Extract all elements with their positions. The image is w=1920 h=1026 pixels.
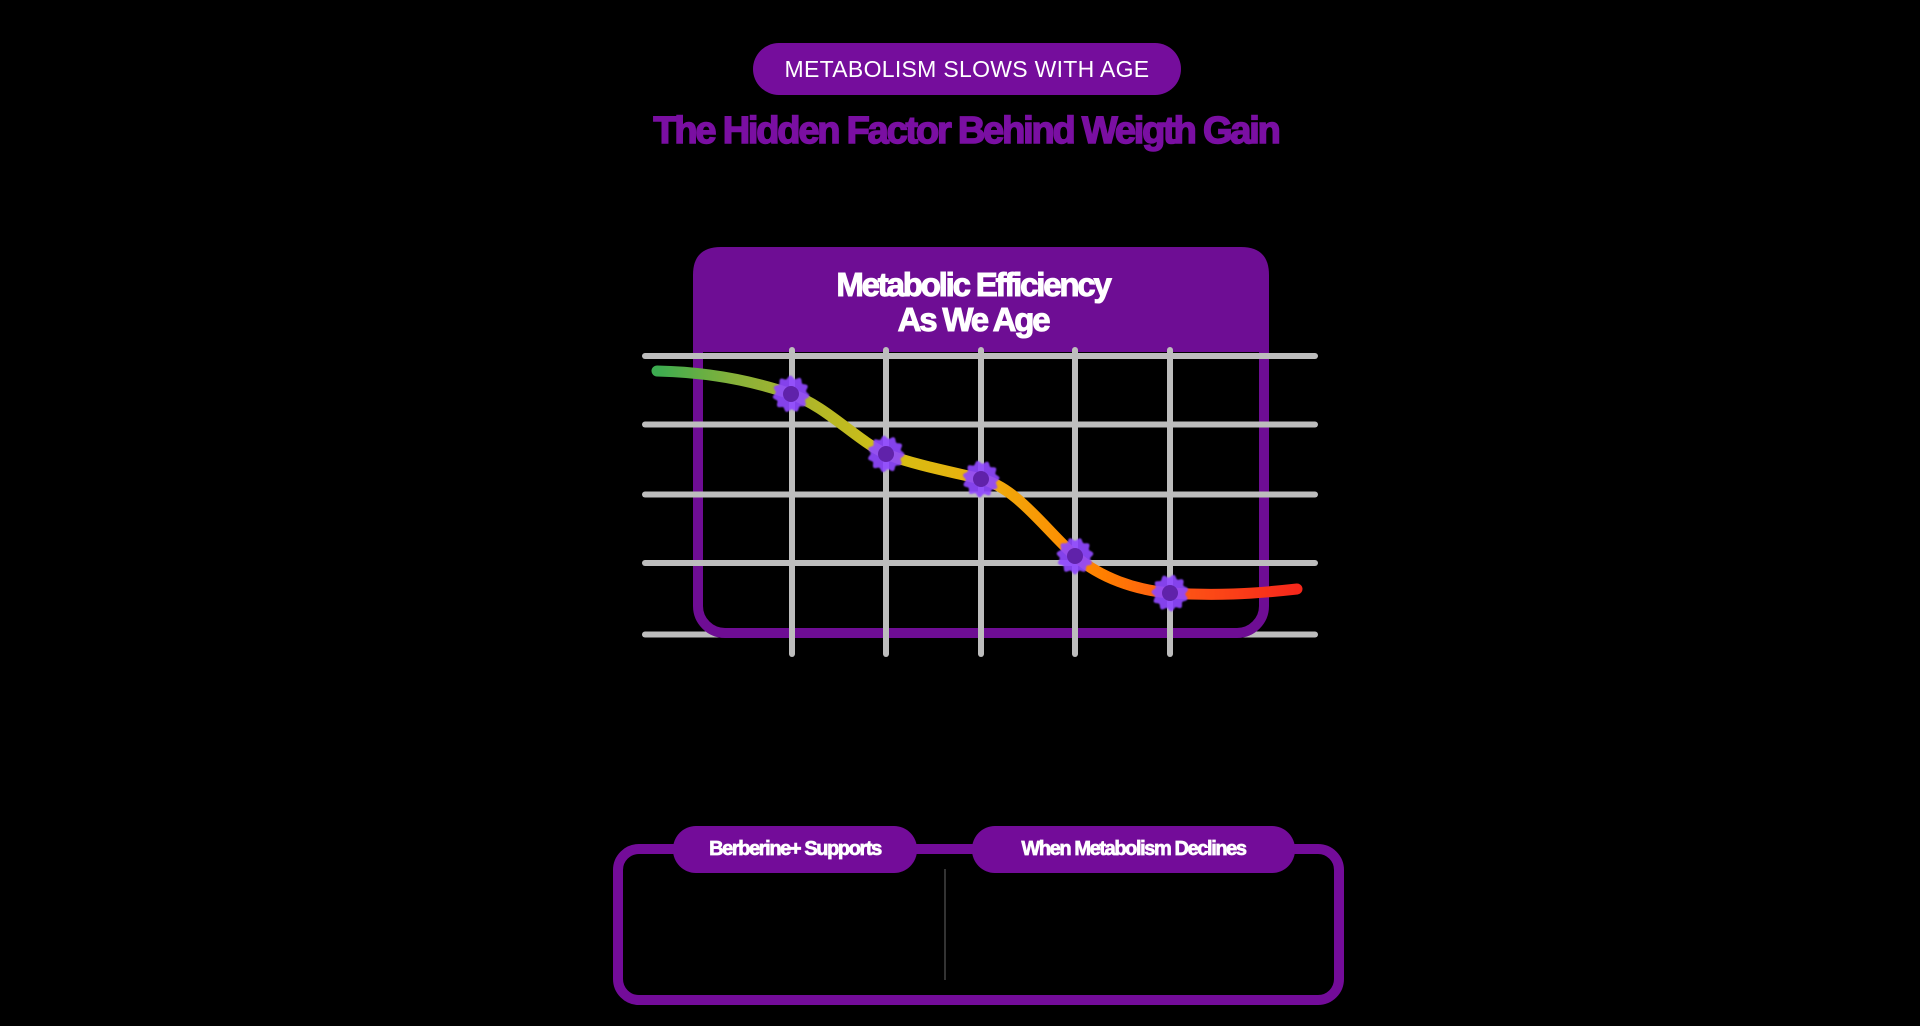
svg-text:As We Age: As We Age <box>898 301 1051 338</box>
svg-text:Metabolic Efficiency: Metabolic Efficiency <box>836 266 1112 303</box>
